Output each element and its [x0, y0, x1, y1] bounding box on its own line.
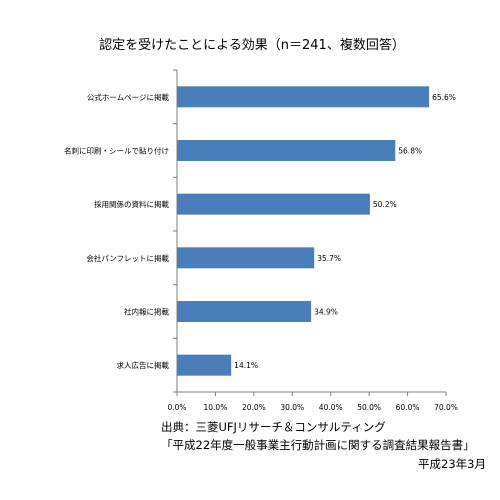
category-label: 社内報に掲載 — [124, 307, 169, 317]
x-tick-label: 50.0% — [357, 403, 381, 412]
data-label: 56.8% — [398, 147, 422, 156]
bar-2 — [177, 140, 396, 161]
category-label: 名刺に印刷・シールで貼り付け — [64, 146, 169, 156]
category-label: 会社パンフレットに掲載 — [86, 253, 169, 263]
x-tick-label: 40.0% — [319, 403, 343, 412]
category-label: 求人広告に掲載 — [117, 360, 170, 370]
data-label: 65.6% — [432, 93, 456, 102]
x-tick-label: 0.0% — [167, 403, 186, 412]
data-label: 50.2% — [373, 200, 397, 209]
bar-6 — [177, 354, 232, 376]
x-tick-label: 60.0% — [396, 403, 420, 412]
plot-area: 公式ホームページに掲載 65.6% 名刺に印刷・シールで貼り付け 56.8% 採用関係の… — [64, 69, 458, 412]
x-tick-label: 70.0% — [434, 403, 458, 412]
bar-3 — [177, 193, 370, 215]
category-label: 公式ホームページに掲載 — [87, 92, 170, 102]
x-tick-label: 10.0% — [204, 403, 228, 412]
source-report-title: 「平成22年度一般事業主行動計画に関する調査結果報告書」 — [161, 438, 475, 452]
x-tick-label: 20.0% — [242, 403, 266, 412]
bar-1 — [177, 86, 430, 108]
chart-title: 認定を受けたことによる効果（n＝241、複数回答） — [99, 37, 405, 53]
source-date: 平成23年3月 — [418, 457, 486, 471]
bar-5 — [177, 301, 312, 322]
x-tick-label: 30.0% — [280, 403, 304, 412]
bar-4 — [177, 247, 315, 269]
data-label: 34.9% — [314, 308, 338, 317]
source-citation: 出典：三菱UFJリサーチ＆コンサルティング — [161, 420, 386, 434]
category-label: 採用関係の資料に掲載 — [94, 199, 169, 209]
data-label: 35.7% — [317, 254, 341, 263]
data-label: 14.1% — [234, 361, 258, 370]
